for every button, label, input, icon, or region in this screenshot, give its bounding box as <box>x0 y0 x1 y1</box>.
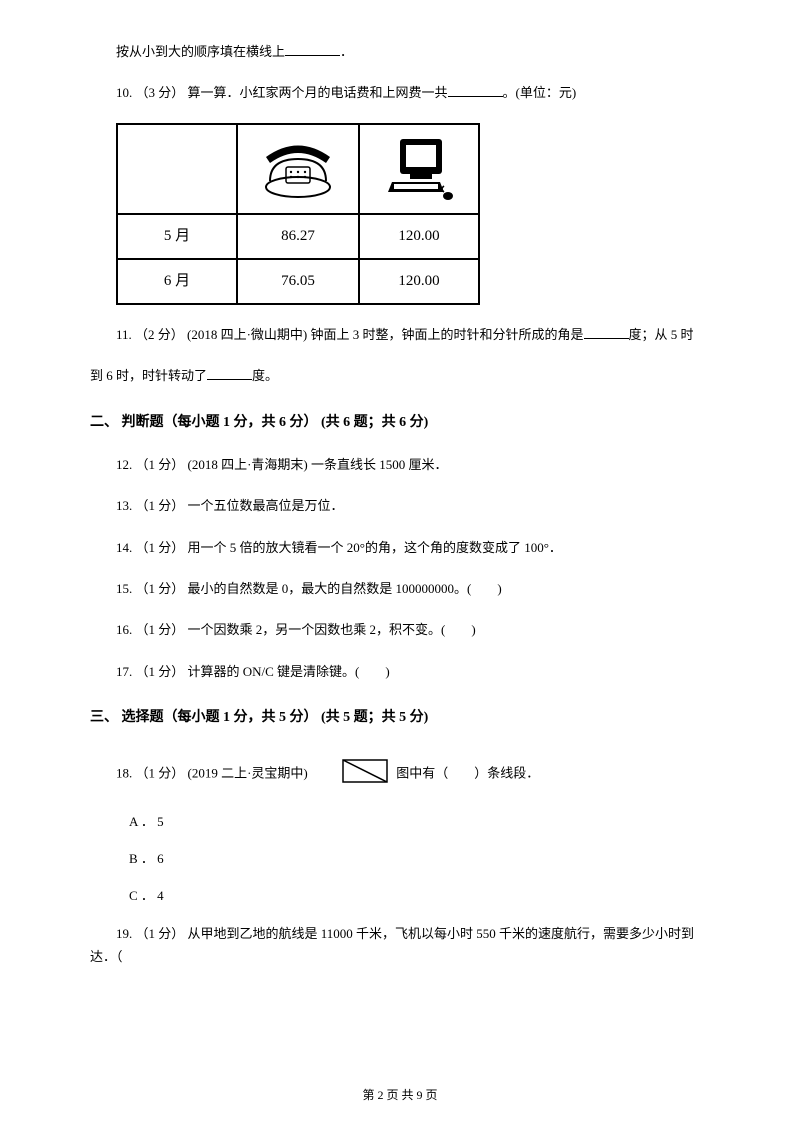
q11: 11. （2 分） (2018 四上·微山期中) 钟面上 3 时整，钟面上的时针… <box>90 323 710 346</box>
cell-net-6: 120.00 <box>359 259 479 304</box>
table-row: 5 月 86.27 120.00 <box>117 214 479 259</box>
cell-month-6: 6 月 <box>117 259 237 304</box>
q18-prefix: 18. （1 分） (2019 二上·灵宝期中) <box>116 766 311 781</box>
q12: 12. （1 分） (2018 四上·青海期末) 一条直线长 1500 厘米． <box>90 453 710 476</box>
q11-p2: 度；从 5 时 <box>629 327 694 342</box>
q10: 10. （3 分） 算一算．小红家两个月的电话费和上网费一共 。(单位：元) <box>90 81 710 104</box>
cell-blank <box>117 124 237 214</box>
q11-p1: 11. （2 分） (2018 四上·微山期中) 钟面上 3 时整，钟面上的时针… <box>116 327 584 342</box>
q18-suffix: 图中有（ ）条线段． <box>396 766 539 781</box>
cell-month-5: 5 月 <box>117 214 237 259</box>
q9-tail: 按从小到大的顺序填在横线上 ． <box>90 40 710 63</box>
q18-option-a[interactable]: A ． 5 <box>129 810 710 833</box>
blank-q11b[interactable] <box>207 366 252 380</box>
cell-telephone-icon <box>237 124 359 214</box>
computer-icon <box>382 134 457 204</box>
table-row-header <box>117 124 479 214</box>
expense-table: 5 月 86.27 120.00 6 月 76.05 120.00 <box>116 123 480 305</box>
q14: 14. （1 分） 用一个 5 倍的放大镜看一个 20°的角，这个角的度数变成了… <box>90 536 710 559</box>
q15: 15. （1 分） 最小的自然数是 0，最大的自然数是 100000000。( … <box>90 577 710 600</box>
cell-net-5: 120.00 <box>359 214 479 259</box>
q9-text: 按从小到大的顺序填在横线上 <box>116 44 285 59</box>
section-2-header: 二、 判断题（每小题 1 分，共 6 分） (共 6 题；共 6 分) <box>90 410 710 435</box>
cell-tel-6: 76.05 <box>237 259 359 304</box>
blank-q11a[interactable] <box>584 325 629 339</box>
blank-q10[interactable] <box>448 83 503 97</box>
q11-p3: 到 6 时，时针转动了 <box>90 368 207 383</box>
q11-line2: 到 6 时，时针转动了 度。 <box>90 364 710 387</box>
page-footer: 第 2 页 共 9 页 <box>0 1085 800 1107</box>
q18-option-c[interactable]: C ． 4 <box>129 884 710 907</box>
cell-computer-icon <box>359 124 479 214</box>
q10-suffix: 。(单位：元) <box>503 85 577 100</box>
cell-tel-5: 86.27 <box>237 214 359 259</box>
q10-prefix: 10. （3 分） 算一算．小红家两个月的电话费和上网费一共 <box>116 85 448 100</box>
telephone-icon <box>258 139 338 199</box>
q13: 13. （1 分） 一个五位数最高位是万位． <box>90 494 710 517</box>
q19: 19. （1 分） 从甲地到乙地的航线是 11000 千米，飞机以每小时 550… <box>90 922 710 969</box>
q11-p4: 度。 <box>252 368 278 383</box>
section-3-header: 三、 选择题（每小题 1 分，共 5 分） (共 5 题；共 5 分) <box>90 705 710 730</box>
blank-q9[interactable] <box>285 42 340 56</box>
rectangle-diagram <box>315 758 389 791</box>
q18-option-b[interactable]: B ． 6 <box>129 847 710 870</box>
q17: 17. （1 分） 计算器的 ON/C 键是清除键。( ) <box>90 660 710 683</box>
q18: 18. （1 分） (2019 二上·灵宝期中) 图中有（ ）条线段． <box>90 758 710 791</box>
q16: 16. （1 分） 一个因数乘 2，另一个因数也乘 2，积不变。( ) <box>90 618 710 641</box>
table-row: 6 月 76.05 120.00 <box>117 259 479 304</box>
q9-period: ． <box>340 44 353 59</box>
